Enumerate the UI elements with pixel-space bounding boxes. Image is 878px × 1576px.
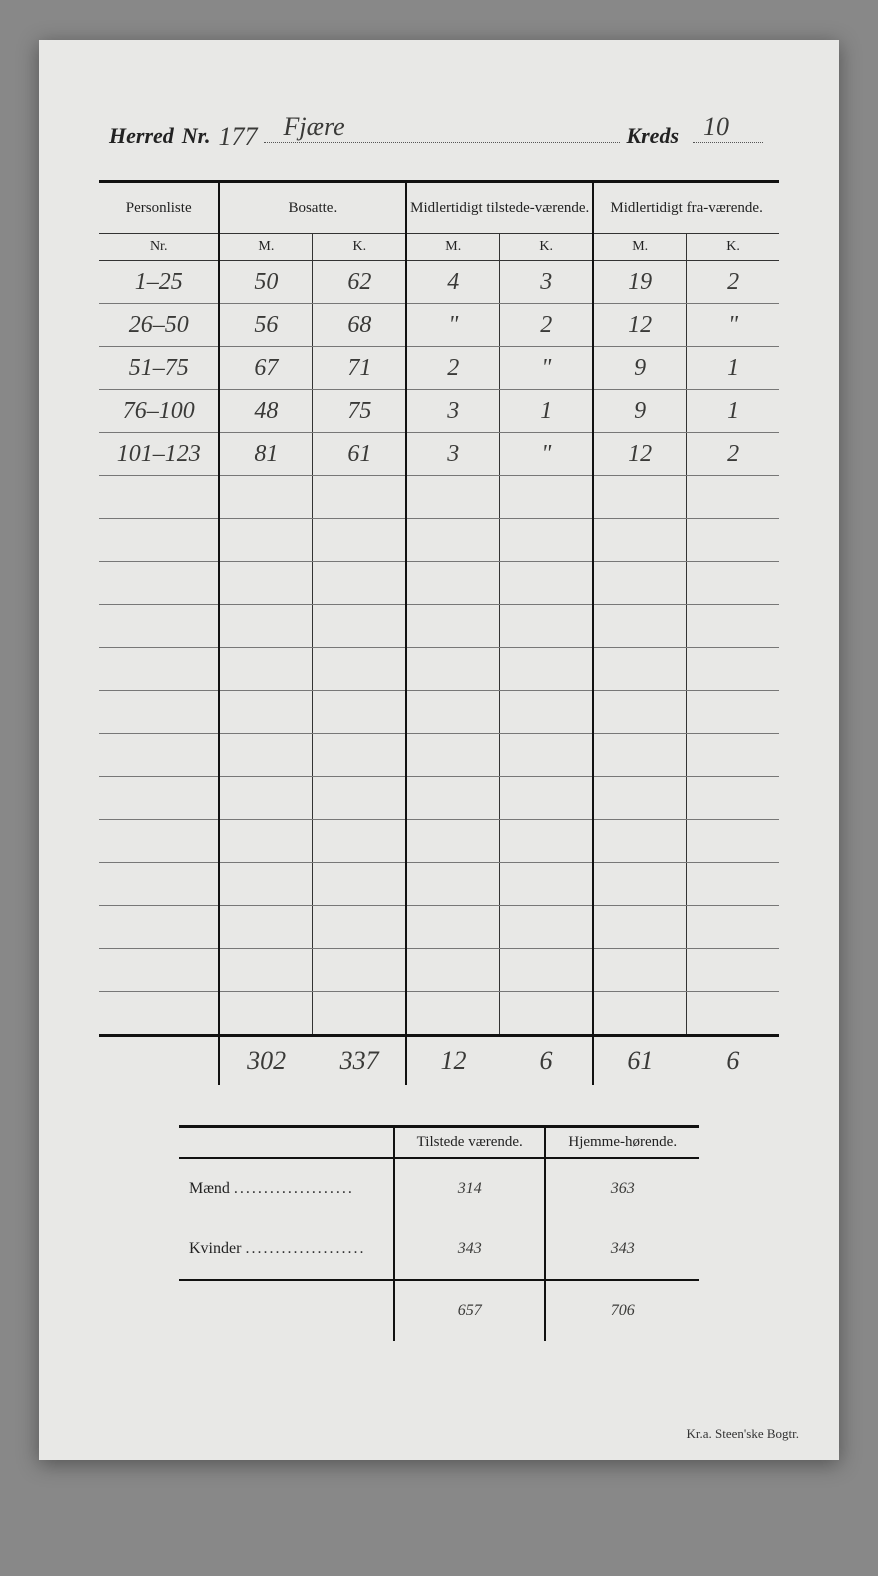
herred-nr-value: 177 — [219, 122, 258, 152]
table-row: 101–12381613"122 — [99, 433, 779, 476]
nr-label: Nr. — [182, 123, 211, 149]
printer-imprint: Kr.a. Steen'ske Bogtr. — [687, 1426, 799, 1442]
col-bk: K. — [313, 234, 406, 261]
herred-name-line: Fjære — [264, 120, 621, 143]
summary-table: Tilstede værende. Hjemme-hørende. Mænd 3… — [179, 1125, 699, 1341]
kreds-line: 10 — [693, 120, 763, 143]
summary-maend-label: Mænd — [179, 1158, 394, 1219]
table-row — [99, 691, 779, 734]
herred-name-value: Fjære — [284, 112, 345, 142]
table-row — [99, 906, 779, 949]
table-row — [99, 777, 779, 820]
table-row: 76–10048753191 — [99, 390, 779, 433]
table-row — [99, 992, 779, 1036]
dots — [245, 1240, 365, 1257]
kvinder-tilstede: 343 — [394, 1219, 545, 1280]
table-row — [99, 519, 779, 562]
total-bk: 337 — [313, 1037, 406, 1085]
table-row: 51–7567712"91 — [99, 347, 779, 390]
col-bm: M. — [219, 234, 312, 261]
col-personliste: Personliste — [99, 182, 219, 234]
col-fk: K. — [687, 234, 779, 261]
total-fm: 61 — [593, 1037, 686, 1085]
total-hjemme: 706 — [545, 1280, 699, 1341]
table-row — [99, 734, 779, 777]
table-row — [99, 949, 779, 992]
col-midl-fra: Midlertidigt fra-værende. — [593, 182, 779, 234]
total-tk: 6 — [500, 1037, 593, 1085]
maend-hjemme: 363 — [545, 1158, 699, 1219]
table-row — [99, 820, 779, 863]
table-row: 1–25506243192 — [99, 261, 779, 304]
totals-row: 302 337 12 6 61 6 — [99, 1037, 779, 1085]
summary-tilstede-label: Tilstede værende. — [394, 1127, 545, 1159]
table-row — [99, 863, 779, 906]
header-line: Herred Nr. 177 Fjære Kreds 10 — [109, 120, 769, 150]
total-fk: 6 — [687, 1037, 779, 1085]
table-row — [99, 562, 779, 605]
col-bosatte: Bosatte. — [219, 182, 406, 234]
col-midl-tilstede: Midlertidigt tilstede-værende. — [406, 182, 593, 234]
summary-kvinder-label: Kvinder — [179, 1219, 394, 1280]
table-row — [99, 648, 779, 691]
col-nr: Nr. — [99, 234, 219, 261]
total-tm: 12 — [406, 1037, 499, 1085]
kvinder-hjemme: 343 — [545, 1219, 699, 1280]
table-row: 26–505668"212" — [99, 304, 779, 347]
total-tilstede: 657 — [394, 1280, 545, 1341]
kvinder-text: Kvinder — [189, 1240, 241, 1257]
total-bm: 302 — [219, 1037, 312, 1085]
dots — [234, 1180, 354, 1197]
table-row — [99, 605, 779, 648]
kreds-label: Kreds — [626, 123, 679, 149]
document-page: Herred Nr. 177 Fjære Kreds 10 Personlist… — [39, 40, 839, 1460]
maend-text: Mænd — [189, 1180, 230, 1197]
col-tk: K. — [500, 234, 593, 261]
table-row — [99, 476, 779, 519]
main-table: Personliste Bosatte. Midlertidigt tilste… — [99, 180, 779, 1085]
maend-tilstede: 314 — [394, 1158, 545, 1219]
summary-hjemme-label: Hjemme-hørende. — [545, 1127, 699, 1159]
kreds-nr-value: 10 — [703, 112, 729, 142]
col-fm: M. — [593, 234, 686, 261]
herred-label: Herred — [109, 123, 174, 149]
col-tm: M. — [406, 234, 499, 261]
